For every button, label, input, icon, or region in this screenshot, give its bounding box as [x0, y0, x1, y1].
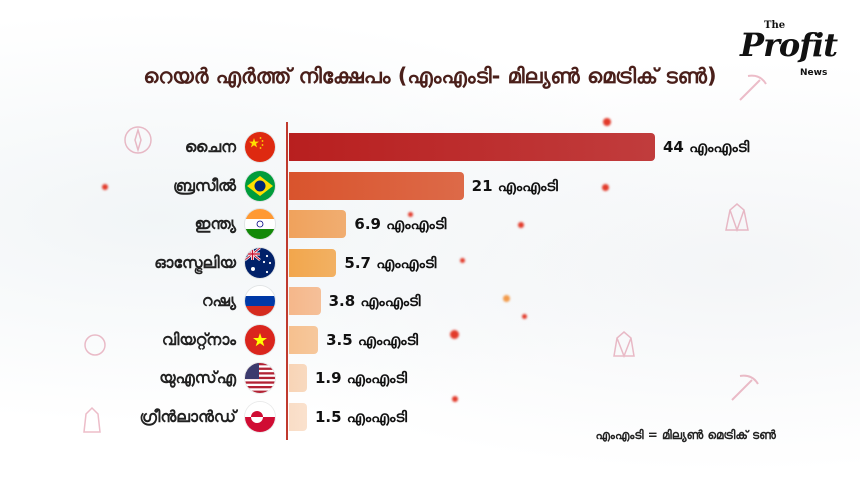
bar: [289, 133, 655, 161]
india-flag-icon: [245, 209, 275, 239]
decor-dot: [503, 295, 510, 302]
value-label: 3.5 എംഎംടി: [326, 330, 419, 349]
decor-dot: [452, 396, 458, 402]
unit-legend: എംഎംടി = മില്യൺ മെട്രിക് ടൺ: [595, 428, 777, 442]
chart-title: റെയർ എർത്ത് നിക്ഷേപം (എംഎംടി- മില്യൺ മെട…: [143, 64, 717, 88]
decor-dot: [102, 184, 108, 190]
chart-row: റഷ്യ 3.8 എംഎംടി: [0, 286, 860, 316]
the-profit-news-logo: The Profit News: [738, 20, 838, 82]
china-flag-icon: [245, 132, 275, 162]
logo-news: News: [800, 68, 828, 78]
category-label: യുഎസ്എ: [159, 368, 236, 387]
greenland-flag-icon: [245, 401, 275, 432]
logo-the: The: [764, 20, 786, 31]
bar: [289, 364, 307, 392]
australia-flag-icon: [245, 247, 275, 278]
decor-dot: [603, 118, 611, 126]
crystal-icon: [725, 203, 749, 233]
chart-row: ഇന്ത്യ 6.9 എംഎംടി: [0, 209, 860, 239]
chart-row: ബ്രസീൽ 21 എംഎംടി: [0, 170, 860, 201]
bar: [289, 402, 307, 431]
brazil-flag-icon: [245, 170, 275, 201]
chart-row: ഗ്രീൻലാൻഡ് 1.5 എംഎംടി: [0, 401, 860, 432]
value-label: 5.7 എംഎംടി: [344, 253, 437, 272]
category-label: ചൈന: [184, 137, 236, 156]
chart-row: യുഎസ്എ 1.9 എംഎംടി: [0, 363, 860, 393]
compass-icon: [124, 126, 152, 154]
category-label: ഓസ്ട്രേലിയ: [154, 252, 236, 272]
pickaxe-icon: [739, 74, 767, 101]
category-label: വിയറ്റ്നാം: [161, 329, 236, 349]
y-axis-line: [286, 122, 288, 440]
crystal-icon: [83, 406, 101, 433]
compass-icon: [84, 334, 106, 356]
value-label: 1.5 എംഎംടി: [315, 407, 407, 426]
decor-dot: [522, 314, 527, 319]
bar: [289, 210, 347, 238]
chart-row: ചൈന 44 എംഎംടി: [0, 132, 860, 162]
value-label: 1.9 എംഎംടി: [315, 369, 407, 387]
decor-dot: [602, 184, 609, 191]
decor-dot: [460, 258, 465, 263]
bar: [289, 171, 464, 200]
bar: [289, 248, 337, 277]
decor-dot: [518, 222, 524, 228]
category-label: ബ്രസീൽ: [173, 175, 236, 195]
vietnam-flag-icon: [245, 324, 275, 355]
russia-flag-icon: [245, 286, 275, 316]
decor-dot: [408, 212, 413, 217]
value-label: 6.9 എംഎംടി: [354, 215, 447, 233]
bar: [289, 325, 319, 354]
value-label: 3.8 എംഎംടി: [328, 292, 421, 310]
value-label: 21 എംഎംടി: [471, 176, 558, 195]
pickaxe-icon: [731, 374, 759, 401]
decor-dot: [450, 330, 459, 339]
chart-row: ഓസ്ട്രേലിയ 5.7 എംഎംടി: [0, 247, 860, 278]
chart-row: വിയറ്റ്നാം 3.5 എംഎംടി: [0, 324, 860, 355]
category-label: ഗ്രീൻലാൻഡ്: [139, 406, 236, 426]
category-label: റഷ്യ: [201, 291, 236, 310]
crystal-icon: [613, 331, 635, 359]
value-label: 44 എംഎംടി: [663, 138, 750, 156]
bar: [289, 287, 321, 315]
category-label: ഇന്ത്യ: [194, 214, 236, 233]
usa-flag-icon: [245, 363, 275, 393]
logo-profit: Profit: [740, 26, 838, 64]
